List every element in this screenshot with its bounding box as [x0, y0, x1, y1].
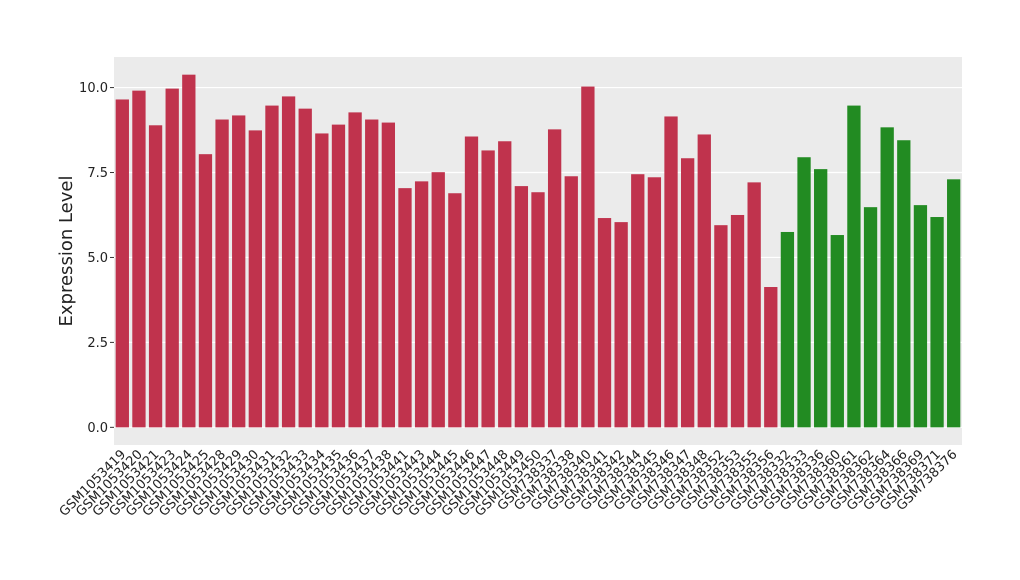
- bar: [331, 124, 346, 428]
- bar: [398, 188, 412, 428]
- bar: [381, 122, 396, 428]
- y-tick-label: 5.0: [87, 251, 108, 266]
- bar: [780, 231, 795, 428]
- bar: [631, 174, 645, 428]
- bar: [930, 217, 944, 428]
- y-tick-label: 7.5: [87, 166, 108, 181]
- y-tick-label: 2.5: [87, 336, 108, 351]
- bar: [814, 169, 828, 428]
- bar: [115, 99, 129, 428]
- bar: [281, 96, 296, 428]
- bar: [481, 150, 495, 428]
- bar: [547, 129, 562, 428]
- bar: [863, 207, 878, 428]
- y-axis-title: Expression Level: [56, 176, 77, 327]
- bar: [132, 90, 146, 428]
- bar: [265, 105, 279, 428]
- bar: [747, 182, 761, 428]
- bar: [913, 205, 928, 428]
- bar: [697, 134, 711, 428]
- bar: [464, 136, 479, 428]
- bar: [680, 158, 695, 428]
- bar: [764, 287, 778, 428]
- bar: [148, 125, 163, 428]
- bar: [165, 88, 179, 428]
- bar: [714, 225, 728, 428]
- bar: [797, 157, 811, 428]
- bar: [365, 119, 379, 428]
- y-tick-label: 10.0: [79, 81, 108, 96]
- bar: [298, 108, 312, 428]
- bar: [182, 74, 196, 428]
- bar: [847, 105, 861, 428]
- bar: [614, 222, 628, 428]
- bar: [414, 181, 429, 428]
- bar: [498, 141, 512, 428]
- bar: [947, 179, 961, 428]
- bar: [315, 133, 329, 428]
- bar: [830, 235, 844, 428]
- bar: [232, 115, 246, 428]
- y-tick-label: 0.0: [87, 421, 108, 436]
- bar: [647, 177, 662, 428]
- bar: [431, 172, 445, 428]
- bar: [897, 140, 911, 428]
- bar: [248, 130, 262, 428]
- bar: [448, 193, 462, 428]
- bar: [348, 112, 362, 428]
- bar: [215, 119, 229, 428]
- bar: [581, 86, 595, 428]
- bar: [514, 186, 529, 428]
- bar: [664, 116, 678, 428]
- bar: [880, 127, 894, 428]
- bar: [597, 218, 612, 428]
- bar: [730, 214, 745, 428]
- bar: [198, 154, 213, 428]
- bar: [531, 192, 545, 428]
- bar: [564, 176, 578, 428]
